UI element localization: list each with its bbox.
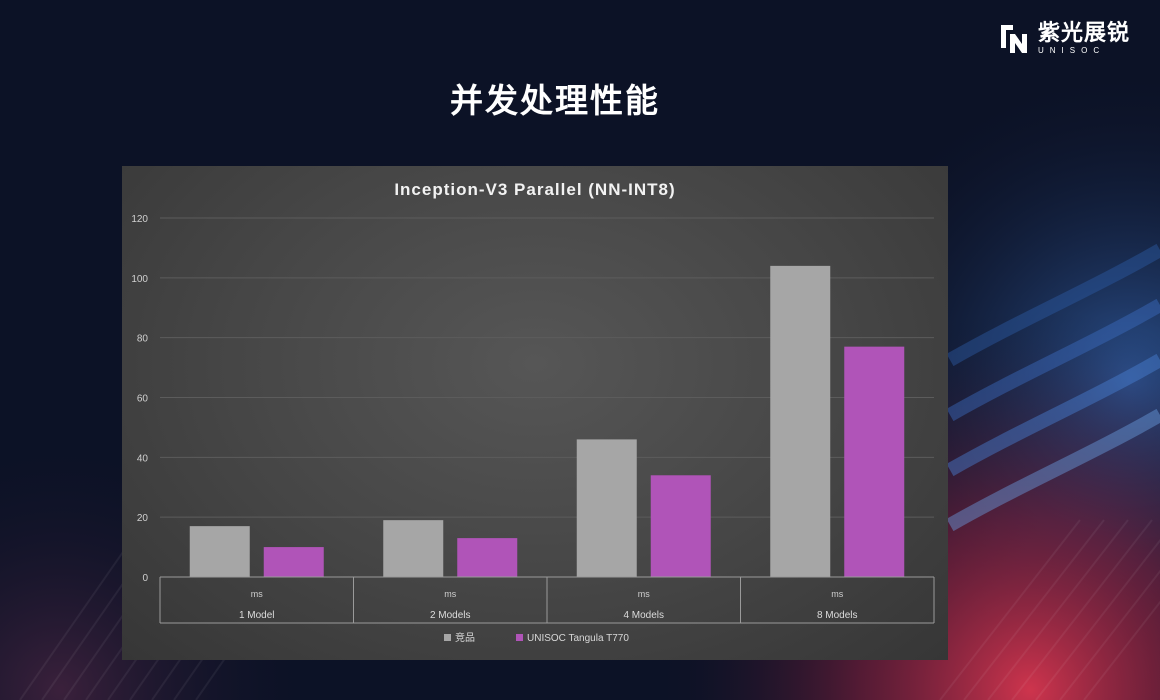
background-wave: [946, 408, 1160, 532]
legend-label: UNISOC Tangula T770: [527, 633, 629, 644]
y-tick-label: 20: [137, 513, 149, 524]
category-sublabel: ms: [831, 589, 843, 599]
brand-name-en: UNISOC: [1037, 46, 1106, 55]
page-title: 并发处理性能: [450, 81, 660, 120]
y-tick-label: 60: [137, 394, 149, 405]
bar: [457, 538, 518, 577]
brand-name-cn: 紫光展锐: [1037, 21, 1130, 46]
bar: [383, 520, 444, 577]
category-sublabel: ms: [638, 589, 650, 599]
legend-swatch: [516, 634, 523, 641]
category-label: 1 Model: [239, 610, 275, 621]
background-stripe: [1059, 569, 1160, 700]
chart-title: Inception-V3 Parallel (NN-INT8): [394, 180, 675, 199]
background-stripe: [939, 519, 1081, 700]
category-label: 4 Models: [623, 610, 664, 621]
brand-logo: 紫光展锐 UNISOC: [998, 22, 1130, 56]
bar: [263, 547, 324, 577]
bar-chart: Inception-V3 Parallel (NN-INT8) 0 20 40 60 80…: [131, 180, 935, 644]
background-stripe: [963, 519, 1105, 700]
background-stripe: [987, 519, 1129, 700]
category-label: 2 Models: [430, 610, 471, 621]
y-tick-label: 120: [131, 214, 148, 225]
legend-swatch: [444, 634, 451, 641]
chart-panel: Inception-V3 Parallel (NN-INT8) 0 20 40 60 80…: [122, 166, 948, 660]
background-wave: [946, 298, 1160, 422]
y-tick-label: 100: [131, 274, 148, 285]
background-wave: [946, 353, 1160, 477]
category-sublabel: ms: [251, 589, 263, 599]
category-sublabel: ms: [444, 589, 456, 599]
y-tick-label: 40: [137, 453, 149, 464]
background-stripe: [1083, 600, 1160, 700]
bar: [650, 475, 711, 577]
bar: [576, 439, 637, 577]
bar: [770, 265, 831, 577]
unisoc-logo-icon: [1000, 25, 1027, 53]
background-stripe: [1035, 538, 1160, 700]
background-stripe: [1011, 519, 1153, 700]
y-tick-label: 80: [137, 334, 149, 345]
y-tick-label: 0: [142, 573, 148, 584]
background-wave: [946, 243, 1160, 367]
bar: [844, 346, 905, 577]
category-label: 8 Models: [817, 610, 858, 621]
bar: [189, 526, 250, 577]
legend-label: 竞品: [455, 631, 475, 644]
